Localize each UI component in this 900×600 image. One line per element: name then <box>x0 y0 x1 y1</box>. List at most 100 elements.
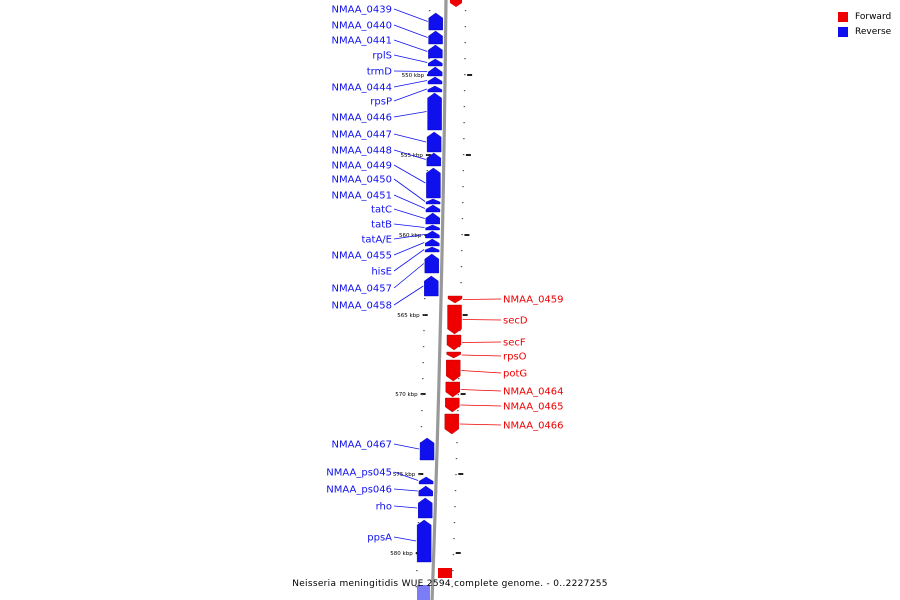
gene-leader-line <box>393 54 428 63</box>
gene-arrow[interactable] <box>425 204 441 213</box>
gene-label[interactable]: potG <box>503 369 527 380</box>
gene-arrow[interactable] <box>426 167 441 199</box>
gene-arrow[interactable] <box>425 198 441 205</box>
gene-arrow[interactable] <box>445 397 460 413</box>
minor-tick <box>462 170 465 172</box>
gene-label[interactable]: rpsP <box>370 97 392 108</box>
gene-label[interactable]: NMAA_0439 <box>331 5 392 16</box>
minor-tick <box>421 394 424 396</box>
scale-tick-label: 560 kbp <box>399 233 422 239</box>
gene-arrow[interactable] <box>428 58 443 67</box>
gene-arrow[interactable] <box>418 485 433 497</box>
gene-label[interactable]: NMAA_0466 <box>503 421 564 432</box>
reverse-swatch-icon <box>838 26 848 37</box>
gene-label[interactable]: NMAA_0441 <box>331 36 392 47</box>
gene-arrow[interactable] <box>419 437 435 461</box>
scale-tick-label: 575 kbp <box>393 472 416 478</box>
gene-leader-line <box>461 370 502 374</box>
gene-arrow[interactable] <box>425 212 440 225</box>
minor-tick <box>423 330 425 332</box>
minor-tick <box>464 10 467 12</box>
gene-label[interactable]: rplS <box>372 51 392 62</box>
gene-arrow[interactable] <box>424 246 440 253</box>
gene-arrow[interactable] <box>427 92 442 131</box>
gene-label[interactable]: ppsA <box>367 533 392 544</box>
gene-arrow[interactable] <box>445 381 460 398</box>
gene-label[interactable]: rho <box>376 502 392 513</box>
gene-label[interactable]: rpsO <box>503 352 527 363</box>
gene-arrow[interactable] <box>427 76 443 85</box>
legend-reverse-label: Reverse <box>855 26 892 37</box>
gene-label[interactable]: NMAA_0447 <box>331 130 392 141</box>
minor-tick <box>454 490 457 492</box>
scale-tick <box>418 473 424 475</box>
gene-arrow[interactable] <box>428 30 443 45</box>
gene-arrow[interactable] <box>418 476 434 485</box>
minor-tick <box>423 314 426 316</box>
gene-label[interactable]: NMAA_0446 <box>331 113 392 124</box>
gene-arrow[interactable] <box>446 334 462 351</box>
legend-reverse[interactable]: Reverse <box>838 24 900 39</box>
gene-label[interactable]: tatA/E <box>362 235 393 246</box>
minor-tick <box>461 250 463 252</box>
gene-arrow[interactable] <box>424 275 439 297</box>
gene-label[interactable]: NMAA_0451 <box>331 191 392 202</box>
gene-label[interactable]: tatB <box>371 220 392 231</box>
gene-arrow[interactable] <box>426 152 442 167</box>
gene-arrow[interactable] <box>447 295 463 304</box>
gene-label[interactable]: NMAA_ps046 <box>326 485 392 496</box>
gene-label[interactable]: NMAA_0465 <box>503 402 564 413</box>
gene-label[interactable]: NMAA_ps045 <box>326 468 392 479</box>
gene-arrow[interactable] <box>425 230 440 239</box>
minor-tick <box>452 570 454 572</box>
minor-tick <box>455 474 457 476</box>
gene-arrow[interactable] <box>427 66 443 77</box>
gene-label[interactable]: NMAA_0440 <box>331 21 392 32</box>
gene-arrow[interactable] <box>418 497 433 519</box>
minor-tick <box>458 378 460 380</box>
gene-leader-line <box>393 133 427 143</box>
gene-label[interactable]: tatC <box>371 205 392 216</box>
gene-label[interactable]: NMAA_0448 <box>331 146 392 157</box>
gene-arrow[interactable] <box>426 131 442 153</box>
scale-tick-label: 570 kbp <box>395 392 418 398</box>
minor-tick <box>417 522 420 524</box>
gene-arrow[interactable] <box>416 519 432 563</box>
minor-tick <box>428 58 430 60</box>
gene-label[interactable]: hisE <box>371 267 392 278</box>
gene-label[interactable]: secF <box>503 338 526 349</box>
gene-arrow[interactable] <box>428 12 443 31</box>
gene-arrow[interactable] <box>446 351 461 359</box>
gene-leader-line <box>393 70 428 72</box>
minor-tick <box>421 410 423 412</box>
gene-arrow[interactable] <box>425 224 440 231</box>
gene-label[interactable]: NMAA_0449 <box>331 161 392 172</box>
gene-arrow[interactable] <box>428 44 443 59</box>
gene-arrow[interactable] <box>425 238 440 247</box>
minor-tick <box>453 538 455 540</box>
legend-forward[interactable]: Forward <box>838 9 900 24</box>
minor-tick <box>464 26 467 28</box>
gene-arrow[interactable] <box>444 413 459 435</box>
gene-label[interactable]: NMAA_0464 <box>503 387 564 398</box>
gene-label[interactable]: secD <box>503 316 528 327</box>
gene-label[interactable]: trmD <box>367 67 393 78</box>
gene-leader-line <box>461 341 502 343</box>
gene-arrow[interactable] <box>447 304 462 335</box>
gene-label[interactable]: NMAA_0455 <box>331 251 392 262</box>
gene-arrow[interactable] <box>424 253 440 274</box>
gene-label[interactable]: NMAA_0457 <box>331 284 392 295</box>
gene-arrow[interactable] <box>446 359 461 382</box>
gene-arrow-partial <box>450 0 462 7</box>
gene-label[interactable]: NMAA_0444 <box>331 83 392 94</box>
gene-label[interactable]: NMAA_0450 <box>331 175 392 186</box>
minor-tick <box>420 426 423 428</box>
gene-label[interactable]: NMAA_0467 <box>331 440 392 451</box>
minor-tick <box>422 378 424 380</box>
scale-tick <box>455 552 461 554</box>
gene-leader-line <box>393 536 417 542</box>
gene-arrow[interactable] <box>427 85 443 93</box>
gene-label[interactable]: NMAA_0459 <box>503 295 564 306</box>
gene-label[interactable]: NMAA_0458 <box>331 301 392 312</box>
